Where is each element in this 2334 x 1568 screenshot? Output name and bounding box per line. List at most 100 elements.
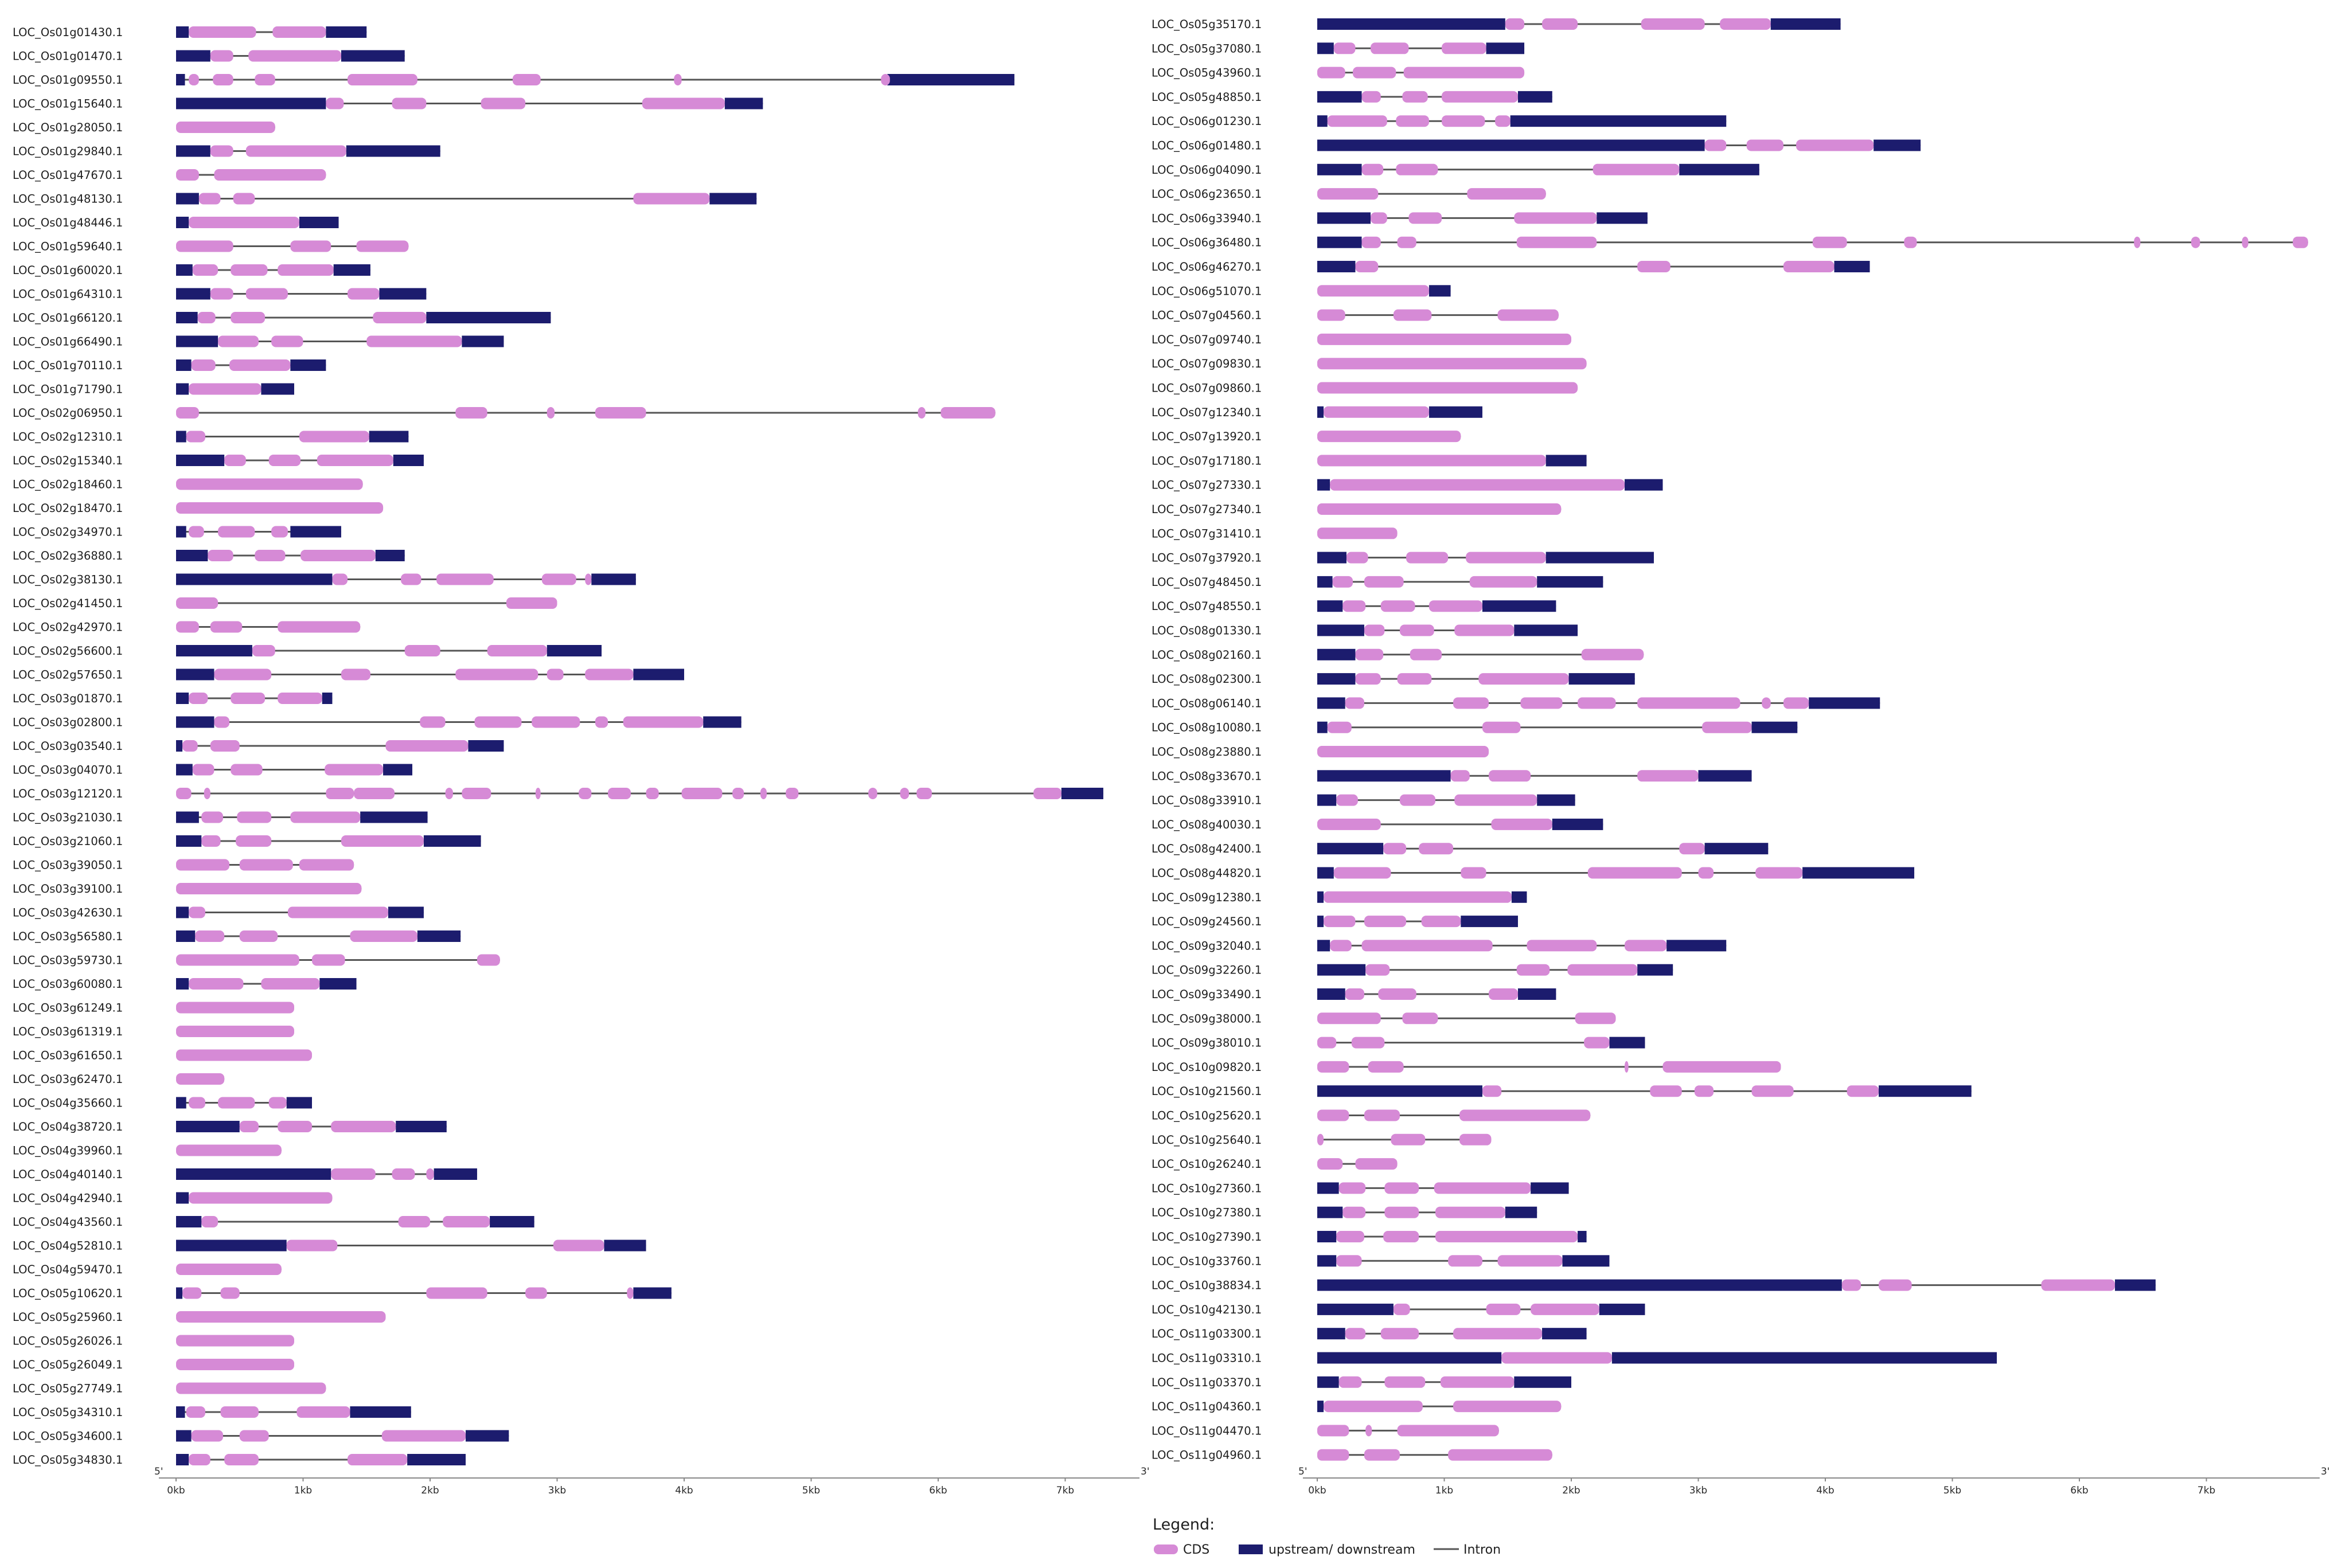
cds-exon [1694, 1085, 1714, 1097]
gene-label: LOC_Os01g48130.1 [13, 193, 123, 206]
cds-exon [1317, 1037, 1337, 1049]
utr-segment [369, 431, 409, 443]
cds-exon [426, 1168, 434, 1180]
utr-segment [591, 573, 636, 585]
cds-exon [332, 573, 348, 585]
utr-segment [1514, 1376, 1571, 1388]
axis-tick-label: 3kb [1689, 1485, 1707, 1496]
gene-row: LOC_Os09g38000.1 [1152, 1012, 1616, 1025]
cds-exon [1364, 576, 1404, 588]
cds-exon [252, 645, 275, 656]
gene-label: LOC_Os04g59470.1 [13, 1263, 123, 1276]
cds-exon [1361, 236, 1381, 248]
gene-label: LOC_Os02g12310.1 [13, 431, 123, 444]
cds-exon [547, 407, 555, 419]
cds-exon [436, 573, 494, 585]
utr-segment [1317, 891, 1324, 903]
utr-segment [1317, 1328, 1345, 1340]
utr-segment [1537, 794, 1575, 806]
gene-label: LOC_Os03g02800.1 [13, 716, 123, 729]
cds-exon [1489, 988, 1518, 1000]
cds-exon [1448, 1449, 1552, 1461]
utr-segment [1486, 42, 1525, 54]
cds-exon [1448, 1255, 1482, 1267]
utr-segment [462, 335, 504, 347]
cds-exon [201, 1216, 218, 1227]
cds-exon [443, 1216, 490, 1227]
cds-exon [1317, 818, 1381, 830]
cds-exon [487, 645, 547, 656]
cds-exon [1641, 18, 1705, 30]
gene-row: LOC_Os04g52810.1 [13, 1239, 646, 1253]
cds-exon [1478, 673, 1569, 685]
cds-exon [1342, 600, 1366, 612]
utr-segment [176, 50, 210, 62]
gene-row: LOC_Os08g02160.1 [1152, 648, 1644, 662]
gene-row: LOC_Os10g26240.1 [1152, 1158, 1398, 1171]
cds-exon [208, 550, 233, 561]
gene-row: LOC_Os03g61249.1 [13, 1002, 294, 1015]
gene-label: LOC_Os07g09830.1 [1152, 357, 1262, 370]
utr-segment [1834, 261, 1870, 272]
utr-segment [176, 716, 214, 728]
utr-segment [1317, 1231, 1337, 1242]
cds-exon [1428, 600, 1482, 612]
utr-segment [176, 764, 193, 776]
cds-exon [1397, 236, 1416, 248]
cds-exon [506, 597, 557, 609]
gene-row: LOC_Os07g27340.1 [1152, 503, 1562, 516]
cds-exon [189, 383, 261, 395]
cds-exon [245, 145, 346, 157]
gene-row: LOC_Os07g09830.1 [1152, 357, 1587, 370]
utr-segment [176, 835, 202, 847]
cds-exon [1345, 988, 1364, 1000]
cds-exon [1796, 139, 1874, 151]
axis-tick-label: 0kb [167, 1485, 185, 1496]
cds-exon [1399, 624, 1434, 636]
cds-exon [1324, 406, 1429, 418]
cds-exon [325, 764, 384, 776]
gene-label: LOC_Os08g40030.1 [1152, 818, 1262, 831]
cds-exon [1783, 261, 1835, 272]
cds-exon [239, 1121, 259, 1132]
gene-label: LOC_Os05g35170.1 [1152, 18, 1262, 31]
cds-exon [1317, 746, 1489, 757]
utr-segment [1704, 843, 1769, 855]
gene-label: LOC_Os08g10080.1 [1152, 721, 1262, 734]
cds-exon [918, 407, 926, 419]
legend-utr-label: upstream/ downstream [1269, 1543, 1415, 1557]
gene-label: LOC_Os03g03540.1 [13, 740, 123, 753]
cds-exon [201, 811, 223, 823]
cds-exon [553, 1239, 604, 1252]
gene-label: LOC_Os05g10620.1 [13, 1287, 123, 1300]
gene-row: LOC_Os05g26026.1 [13, 1335, 294, 1348]
utr-segment [1317, 91, 1362, 103]
cds-exon [1393, 1303, 1410, 1315]
utr-segment [1317, 1255, 1337, 1267]
cds-exon [1527, 940, 1597, 952]
utr-segment [703, 716, 741, 728]
gene-row: LOC_Os04g42940.1 [13, 1192, 333, 1205]
gene-label: LOC_Os06g01230.1 [1152, 115, 1262, 128]
gene-row: LOC_Os08g44820.1 [1152, 867, 1915, 880]
cds-exon [585, 573, 592, 585]
utr-segment [176, 312, 198, 323]
cds-exon [1330, 940, 1352, 952]
cds-exon [1380, 600, 1415, 612]
gene-label: LOC_Os05g43960.1 [1152, 67, 1262, 80]
utr-segment [176, 811, 199, 823]
cds-exon [1575, 1012, 1616, 1025]
utr-segment [1511, 891, 1527, 903]
gene-label: LOC_Os03g21030.1 [13, 811, 123, 824]
utr-segment [1568, 673, 1635, 685]
gene-label: LOC_Os02g38130.1 [13, 573, 123, 586]
utr-segment [1679, 163, 1759, 175]
cds-exon [535, 788, 541, 799]
cds-exon [760, 788, 767, 799]
legend-intron-label: Intron [1463, 1543, 1501, 1557]
cds-exon [239, 859, 293, 871]
gene-row: LOC_Os05g37080.1 [1152, 42, 1525, 55]
gene-label: LOC_Os01g66120.1 [13, 311, 123, 324]
cds-exon [1704, 139, 1727, 151]
cds-exon [1353, 67, 1396, 79]
